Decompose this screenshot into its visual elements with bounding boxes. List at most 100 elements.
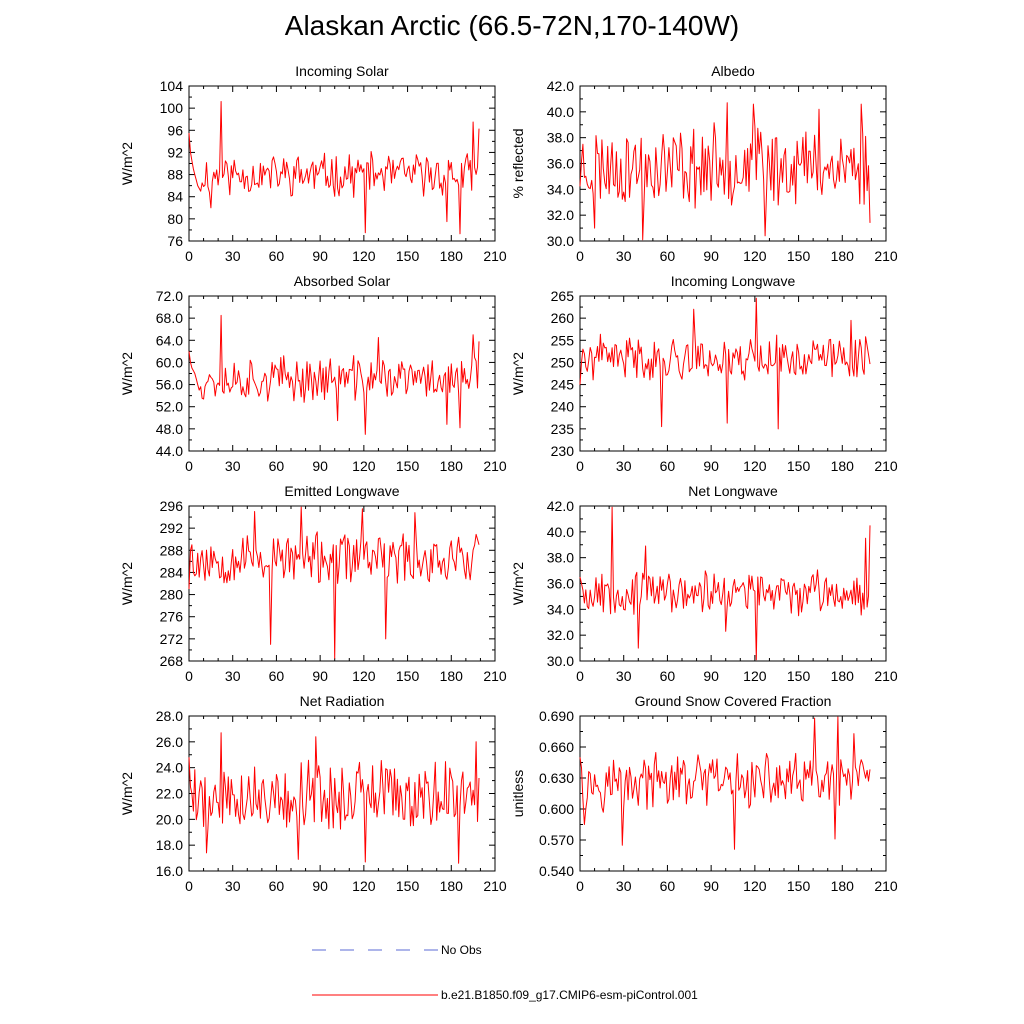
y-tick-label: 38.0 <box>547 130 574 146</box>
y-tick-label: 30.0 <box>547 653 574 669</box>
series-line <box>188 101 480 235</box>
panel-title: Net Radiation <box>300 693 385 709</box>
x-tick-label: 210 <box>483 248 507 264</box>
y-tick-label: 0.570 <box>539 832 574 848</box>
y-tick-label: 40.0 <box>547 524 574 540</box>
y-tick-label: 92 <box>167 144 183 160</box>
x-tick-label: 120 <box>352 248 376 264</box>
x-tick-label: 0 <box>185 668 193 684</box>
y-tick-label: 60.0 <box>156 354 183 370</box>
x-tick-label: 60 <box>269 248 285 264</box>
x-tick-label: 210 <box>483 668 507 684</box>
panel-title: Net Longwave <box>688 483 778 499</box>
x-tick-label: 90 <box>312 248 328 264</box>
x-tick-label: 150 <box>787 668 811 684</box>
series-line <box>188 506 480 659</box>
x-tick-label: 120 <box>743 458 767 474</box>
x-tick-label: 150 <box>396 668 420 684</box>
y-tick-label: 20.0 <box>156 811 183 827</box>
x-tick-label: 30 <box>616 878 632 894</box>
y-tick-label: 80 <box>167 211 183 227</box>
panel-title: Emitted Longwave <box>284 483 399 499</box>
y-tick-label: 104 <box>160 78 184 94</box>
series-line <box>579 506 871 661</box>
y-tick-label: 34.0 <box>547 181 574 197</box>
y-tick-label: 84 <box>167 189 183 205</box>
y-tick-label: 100 <box>160 100 184 116</box>
y-tick-label: 296 <box>160 498 184 514</box>
x-tick-label: 90 <box>312 458 328 474</box>
x-tick-label: 210 <box>483 458 507 474</box>
y-tick-label: 28.0 <box>156 708 183 724</box>
x-tick-label: 120 <box>743 668 767 684</box>
y-tick-label: 0.630 <box>539 770 574 786</box>
y-tick-label: 250 <box>551 354 575 370</box>
x-tick-label: 0 <box>185 458 193 474</box>
panel-title: Incoming Longwave <box>671 273 796 289</box>
y-tick-label: 0.540 <box>539 863 574 879</box>
y-tick-label: 96 <box>167 122 183 138</box>
y-axis-label: unitless <box>510 770 526 817</box>
y-tick-label: 32.0 <box>547 627 574 643</box>
series-line <box>579 297 871 430</box>
x-tick-label: 120 <box>352 878 376 894</box>
panel-title: Ground Snow Covered Fraction <box>635 693 832 709</box>
y-tick-label: 0.600 <box>539 801 574 817</box>
y-axis-label: % reflected <box>510 128 526 198</box>
y-axis-label: W/m^2 <box>119 772 135 815</box>
x-tick-label: 180 <box>440 458 464 474</box>
y-tick-label: 268 <box>160 653 184 669</box>
x-tick-label: 210 <box>874 458 898 474</box>
chart-panel-7: Ground Snow Covered Fraction unitless 0 30 6… <box>510 693 898 894</box>
y-tick-label: 42.0 <box>547 498 574 514</box>
x-tick-label: 0 <box>576 458 584 474</box>
series-line <box>188 314 480 435</box>
x-tick-label: 150 <box>396 248 420 264</box>
x-tick-label: 210 <box>483 878 507 894</box>
y-tick-label: 38.0 <box>547 550 574 566</box>
panel-title: Absorbed Solar <box>294 273 391 289</box>
x-tick-label: 30 <box>225 248 241 264</box>
figure-title: Alaskan Arctic (66.5-72N,170-140W) <box>284 10 740 41</box>
x-tick-label: 180 <box>831 248 855 264</box>
x-tick-label: 180 <box>831 878 855 894</box>
x-tick-label: 60 <box>660 668 676 684</box>
x-tick-label: 30 <box>225 668 241 684</box>
y-tick-label: 292 <box>160 520 184 536</box>
x-tick-label: 210 <box>874 878 898 894</box>
x-tick-label: 30 <box>616 668 632 684</box>
panel-title: Incoming Solar <box>295 63 389 79</box>
y-tick-label: 288 <box>160 542 184 558</box>
x-tick-label: 150 <box>396 458 420 474</box>
legend-label-model: b.e21.B1850.f09_g17.CMIP6-esm-piControl.… <box>441 988 698 1002</box>
panels-group: Incoming Solar W/m^2 0 30 60 90 120 150 180 210 76… <box>119 63 898 894</box>
y-tick-label: 44.0 <box>156 443 183 459</box>
y-tick-label: 36.0 <box>547 576 574 592</box>
y-tick-label: 284 <box>160 564 184 580</box>
y-tick-label: 30.0 <box>547 233 574 249</box>
chart-panel-5: Net Longwave W/m^2 0 30 60 90 120 150 180 210 30.0… <box>510 483 898 684</box>
x-tick-label: 180 <box>831 458 855 474</box>
y-tick-label: 16.0 <box>156 863 183 879</box>
series-line <box>188 732 480 864</box>
series-line <box>579 716 871 850</box>
y-tick-label: 76 <box>167 233 183 249</box>
x-tick-label: 90 <box>703 668 719 684</box>
y-axis-label: W/m^2 <box>510 352 526 395</box>
y-tick-label: 230 <box>551 443 575 459</box>
panel-title: Albedo <box>711 63 755 79</box>
x-tick-label: 150 <box>787 248 811 264</box>
legend: No Obs b.e21.B1850.f09_g17.CMIP6-esm-piC… <box>312 943 698 1002</box>
x-tick-label: 90 <box>703 458 719 474</box>
y-tick-label: 72.0 <box>156 288 183 304</box>
y-tick-label: 68.0 <box>156 310 183 326</box>
x-tick-label: 30 <box>616 248 632 264</box>
x-tick-label: 90 <box>703 878 719 894</box>
y-tick-label: 272 <box>160 631 184 647</box>
x-tick-label: 180 <box>440 878 464 894</box>
x-tick-label: 60 <box>269 668 285 684</box>
x-tick-label: 0 <box>576 668 584 684</box>
y-tick-label: 42.0 <box>547 78 574 94</box>
x-tick-label: 60 <box>269 878 285 894</box>
